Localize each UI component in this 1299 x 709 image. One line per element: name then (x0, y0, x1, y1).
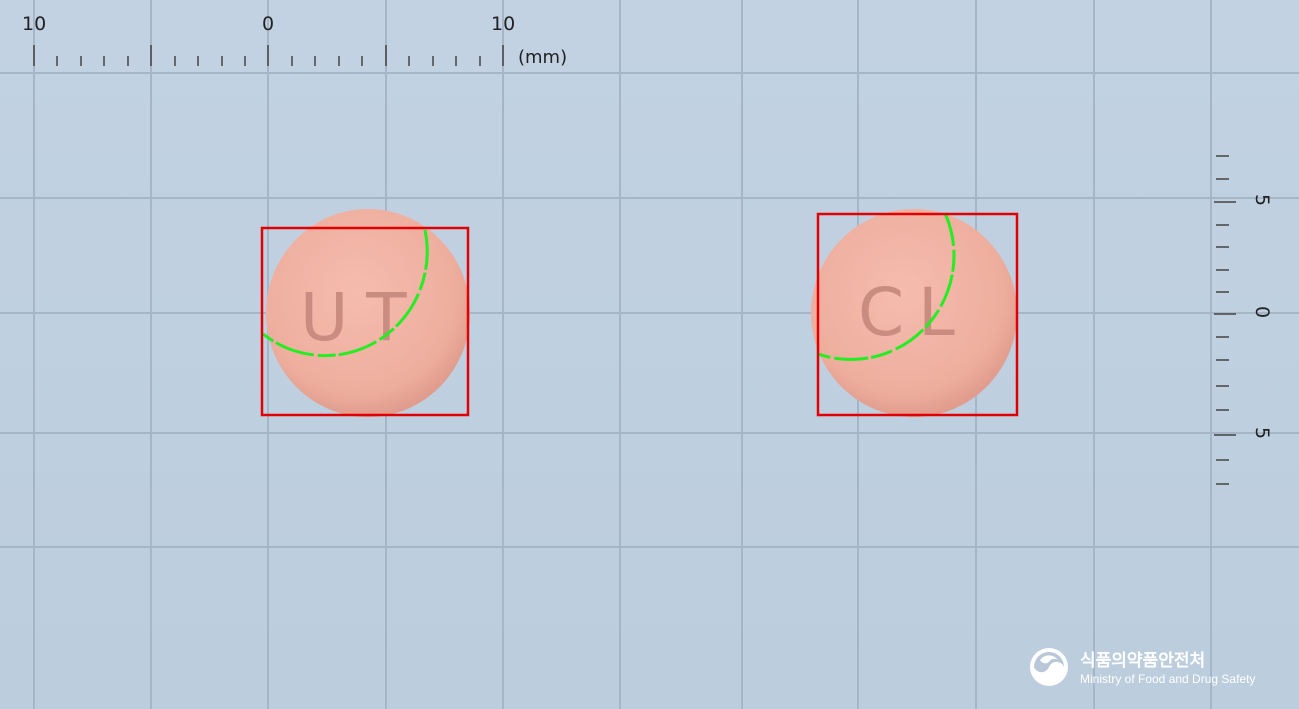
government-emblem-icon (1030, 648, 1068, 686)
top-ruler-label-zero: 0 (262, 13, 274, 35)
logo-english-name: Ministry of Food and Drug Safety (1080, 672, 1255, 686)
top-ruler-label-left: 10 (22, 13, 46, 35)
logo-korean-name: 식품의약품안전처 (1080, 650, 1205, 671)
top-ruler-unit: (mm) (518, 47, 567, 68)
right-ruler-label-bottom: 5 (1251, 427, 1273, 439)
top-ruler-label-right: 10 (491, 13, 515, 35)
right-ruler-label-zero: 0 (1251, 306, 1273, 318)
pill-right: CL (811, 209, 1017, 417)
right-ruler-label-top: 5 (1251, 194, 1273, 206)
